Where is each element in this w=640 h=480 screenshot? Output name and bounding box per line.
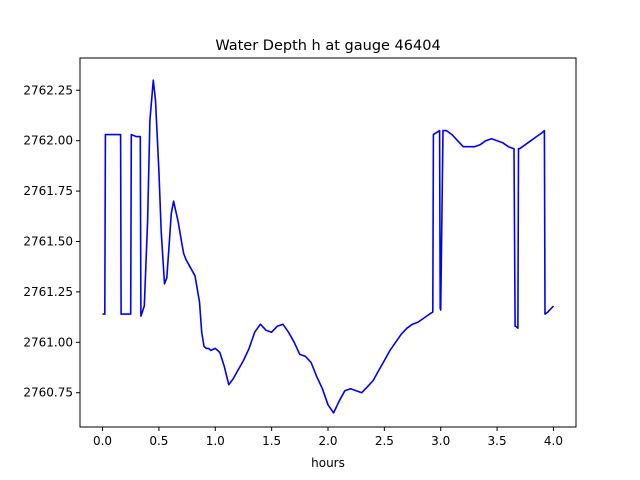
x-tick-label: 0.0 bbox=[93, 434, 112, 448]
y-axis-ticks: 2760.75 2761.00 2761.25 2761.50 2761.75 2762.… bbox=[23, 83, 80, 400]
y-tick-label: 2761.75 bbox=[23, 184, 73, 198]
x-tick-label: 0.5 bbox=[149, 434, 168, 448]
y-tick-label: 2761.25 bbox=[23, 285, 73, 299]
x-tick-label: 3.5 bbox=[488, 434, 507, 448]
y-tick-label: 2762.25 bbox=[23, 83, 73, 97]
series-line-0 bbox=[102, 79, 555, 414]
x-tick-label: 3.0 bbox=[431, 434, 450, 448]
x-tick-label: 1.0 bbox=[206, 434, 225, 448]
y-tick-label: 2761.50 bbox=[23, 234, 73, 248]
y-tick-label: 2760.75 bbox=[23, 386, 73, 400]
chart-title: Water Depth h at gauge 46404 bbox=[215, 38, 440, 54]
x-tick-label: 4.0 bbox=[544, 434, 563, 448]
plot-frame bbox=[79, 57, 577, 428]
plot-area bbox=[102, 79, 555, 414]
x-axis-label: hours bbox=[311, 456, 345, 470]
x-tick-label: 2.0 bbox=[318, 434, 337, 448]
y-tick-label: 2762.00 bbox=[23, 134, 73, 148]
x-tick-label: 2.5 bbox=[375, 434, 394, 448]
y-tick-label: 2761.00 bbox=[23, 335, 73, 349]
x-tick-label: 1.5 bbox=[262, 434, 281, 448]
x-axis-ticks: 0.0 0.5 1.0 1.5 2.0 2.5 3.0 3.5 4.0 bbox=[93, 427, 563, 448]
